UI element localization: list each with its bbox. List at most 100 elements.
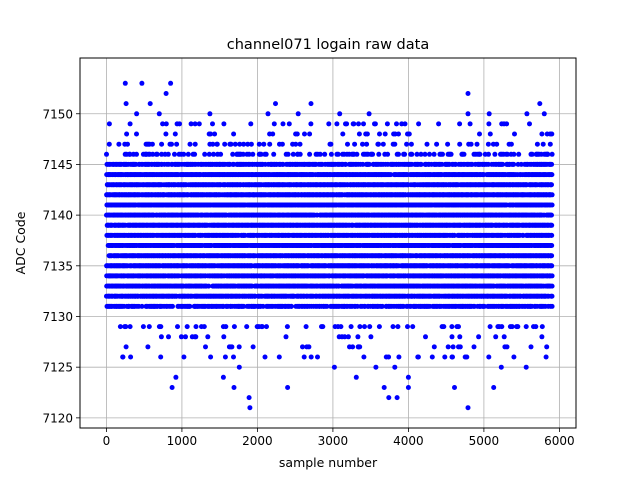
data-point: [250, 152, 255, 157]
data-point: [193, 142, 198, 147]
data-point: [134, 132, 139, 137]
data-point: [158, 355, 163, 360]
data-point: [267, 142, 272, 147]
data-point: [357, 324, 362, 329]
data-point: [272, 121, 277, 126]
data-point: [354, 152, 359, 157]
data-point: [320, 324, 325, 329]
data-point: [251, 344, 256, 349]
data-point: [322, 152, 327, 157]
data-point: [210, 121, 215, 126]
data-point: [302, 355, 307, 360]
data-point: [263, 355, 268, 360]
data-point: [185, 324, 190, 329]
data-point: [404, 142, 409, 147]
data-point: [329, 152, 334, 157]
data-point: [177, 121, 182, 126]
data-point: [286, 152, 291, 157]
data-point: [376, 142, 381, 147]
data-point: [202, 152, 207, 157]
data-point: [373, 121, 378, 126]
data-point: [188, 142, 193, 147]
data-point: [396, 132, 401, 137]
data-point: [391, 324, 396, 329]
data-point: [172, 152, 177, 157]
data-point: [289, 304, 294, 309]
data-point: [231, 355, 236, 360]
data-point: [287, 121, 292, 126]
data-point: [285, 324, 290, 329]
data-point: [125, 142, 130, 147]
data-point: [164, 121, 169, 126]
data-point: [169, 142, 174, 147]
data-point: [181, 355, 186, 360]
data-point: [377, 132, 382, 137]
data-point: [306, 344, 311, 349]
data-point: [298, 152, 303, 157]
data-point: [104, 152, 109, 157]
data-point: [352, 142, 357, 147]
data-point: [202, 324, 207, 329]
data-point: [315, 355, 320, 360]
data-point: [212, 132, 217, 137]
data-point: [163, 132, 168, 137]
data-point: [261, 142, 266, 147]
data-point: [402, 152, 407, 157]
data-point: [281, 121, 286, 126]
data-point: [186, 152, 191, 157]
data-point: [376, 152, 381, 157]
data-point: [367, 324, 372, 329]
data-point: [183, 334, 188, 339]
data-point: [237, 344, 242, 349]
data-point: [304, 324, 309, 329]
data-point: [394, 121, 399, 126]
data-point: [244, 324, 249, 329]
data-point: [362, 324, 367, 329]
data-point: [307, 132, 312, 137]
data-point: [392, 142, 397, 147]
data-point: [120, 355, 125, 360]
data-point: [170, 304, 175, 309]
data-point: [370, 152, 375, 157]
data-point: [309, 355, 314, 360]
data-point: [385, 121, 390, 126]
data-point: [368, 334, 373, 339]
data-point: [174, 142, 179, 147]
data-point: [357, 132, 362, 137]
data-point: [355, 334, 360, 339]
data-point: [194, 324, 199, 329]
data-point: [221, 334, 226, 339]
data-point: [385, 152, 390, 157]
data-point: [141, 324, 146, 329]
data-point: [124, 344, 129, 349]
data-point: [409, 152, 414, 157]
data-point: [361, 355, 366, 360]
data-point: [229, 142, 234, 147]
data-point: [295, 132, 300, 137]
data-point: [328, 142, 333, 147]
data-point: [124, 132, 129, 137]
data-point: [134, 152, 139, 157]
data-point: [344, 121, 349, 126]
data-point: [218, 152, 223, 157]
data-point: [396, 355, 401, 360]
data-point: [405, 324, 410, 329]
data-point: [386, 355, 391, 360]
data-point: [107, 121, 112, 126]
data-point: [221, 121, 226, 126]
data-point: [336, 152, 341, 157]
data-point: [307, 152, 312, 157]
data-point: [223, 355, 228, 360]
data-point: [410, 324, 415, 329]
data-point: [208, 355, 213, 360]
data-point: [349, 324, 354, 329]
data-point: [147, 324, 152, 329]
data-point: [298, 142, 303, 147]
data-point: [187, 304, 192, 309]
data-point: [107, 142, 112, 147]
data-point: [173, 132, 178, 137]
data-point: [293, 142, 298, 147]
data-point: [338, 324, 343, 329]
data-point: [232, 324, 237, 329]
data-point: [351, 121, 356, 126]
